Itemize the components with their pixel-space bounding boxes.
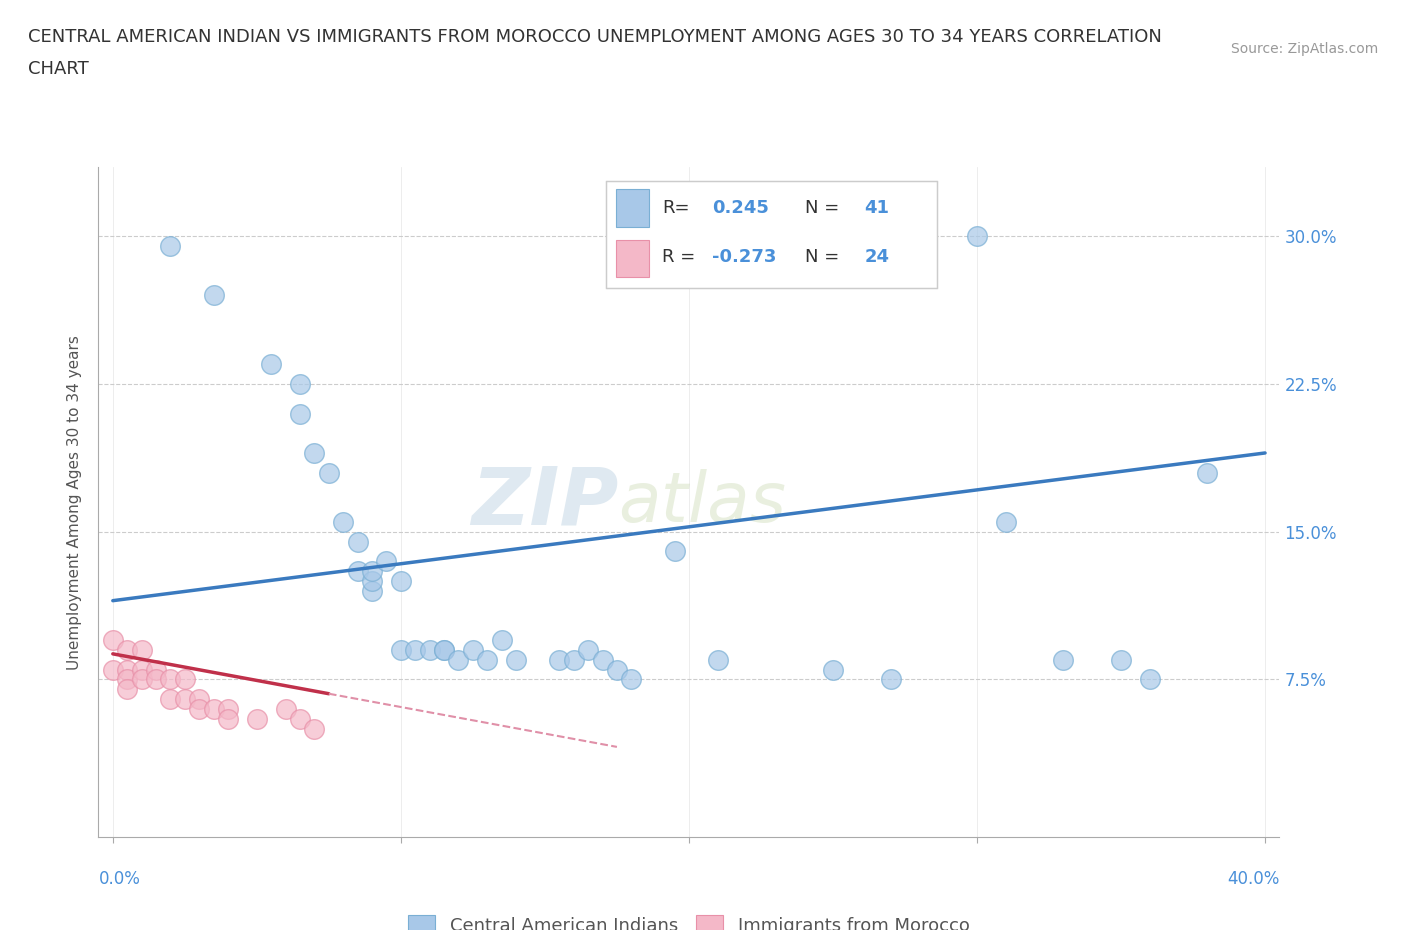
Point xyxy=(217,701,239,716)
Point xyxy=(202,288,225,303)
Point xyxy=(246,711,269,726)
Point xyxy=(620,672,643,687)
Point xyxy=(101,632,124,647)
Text: 40.0%: 40.0% xyxy=(1227,870,1279,887)
Point xyxy=(447,652,470,667)
Point xyxy=(361,574,384,589)
Point xyxy=(145,662,167,677)
Point xyxy=(966,229,988,244)
Point xyxy=(419,643,441,658)
Point xyxy=(389,643,412,658)
Y-axis label: Unemployment Among Ages 30 to 34 years: Unemployment Among Ages 30 to 34 years xyxy=(67,335,83,670)
Point xyxy=(375,554,398,569)
Point xyxy=(664,544,686,559)
Point xyxy=(202,701,225,716)
Point xyxy=(562,652,585,667)
Point xyxy=(188,692,211,707)
Point xyxy=(606,662,628,677)
Point xyxy=(346,564,368,578)
Point xyxy=(131,672,153,687)
Point xyxy=(548,652,571,667)
Point xyxy=(1109,652,1132,667)
Point xyxy=(361,564,384,578)
Point xyxy=(879,672,901,687)
Point xyxy=(304,722,326,737)
Point xyxy=(159,692,181,707)
Point xyxy=(260,357,283,372)
Point xyxy=(288,377,311,392)
Point xyxy=(101,662,124,677)
Text: CENTRAL AMERICAN INDIAN VS IMMIGRANTS FROM MOROCCO UNEMPLOYMENT AMONG AGES 30 TO: CENTRAL AMERICAN INDIAN VS IMMIGRANTS FR… xyxy=(28,28,1161,46)
Point xyxy=(1197,465,1219,480)
Point xyxy=(389,574,412,589)
Point xyxy=(706,652,728,667)
Point xyxy=(318,465,340,480)
Point xyxy=(159,672,181,687)
Point xyxy=(576,643,599,658)
Point xyxy=(131,643,153,658)
Text: ZIP: ZIP xyxy=(471,463,619,541)
Point xyxy=(821,662,844,677)
Point xyxy=(115,662,138,677)
Point xyxy=(173,672,195,687)
Point xyxy=(404,643,426,658)
Point xyxy=(361,583,384,598)
Point xyxy=(288,406,311,421)
Point xyxy=(145,672,167,687)
Point xyxy=(505,652,527,667)
Point xyxy=(433,643,456,658)
Point xyxy=(115,643,138,658)
Legend: Central American Indians, Immigrants from Morocco: Central American Indians, Immigrants fro… xyxy=(401,908,977,930)
Point xyxy=(304,445,326,460)
Point xyxy=(188,701,211,716)
Point xyxy=(433,643,456,658)
Point xyxy=(115,672,138,687)
Text: atlas: atlas xyxy=(619,469,786,536)
Point xyxy=(217,711,239,726)
Point xyxy=(1139,672,1161,687)
Point xyxy=(274,701,297,716)
Point xyxy=(1052,652,1074,667)
Point xyxy=(592,652,614,667)
Text: Source: ZipAtlas.com: Source: ZipAtlas.com xyxy=(1230,42,1378,56)
Point xyxy=(159,239,181,254)
Point xyxy=(115,682,138,697)
Point xyxy=(173,692,195,707)
Point xyxy=(477,652,499,667)
Point xyxy=(332,514,354,529)
Point xyxy=(288,711,311,726)
Point xyxy=(994,514,1017,529)
Point xyxy=(461,643,484,658)
Point xyxy=(346,534,368,549)
Text: CHART: CHART xyxy=(28,60,89,78)
Point xyxy=(131,662,153,677)
Point xyxy=(491,632,513,647)
Text: 0.0%: 0.0% xyxy=(98,870,141,887)
